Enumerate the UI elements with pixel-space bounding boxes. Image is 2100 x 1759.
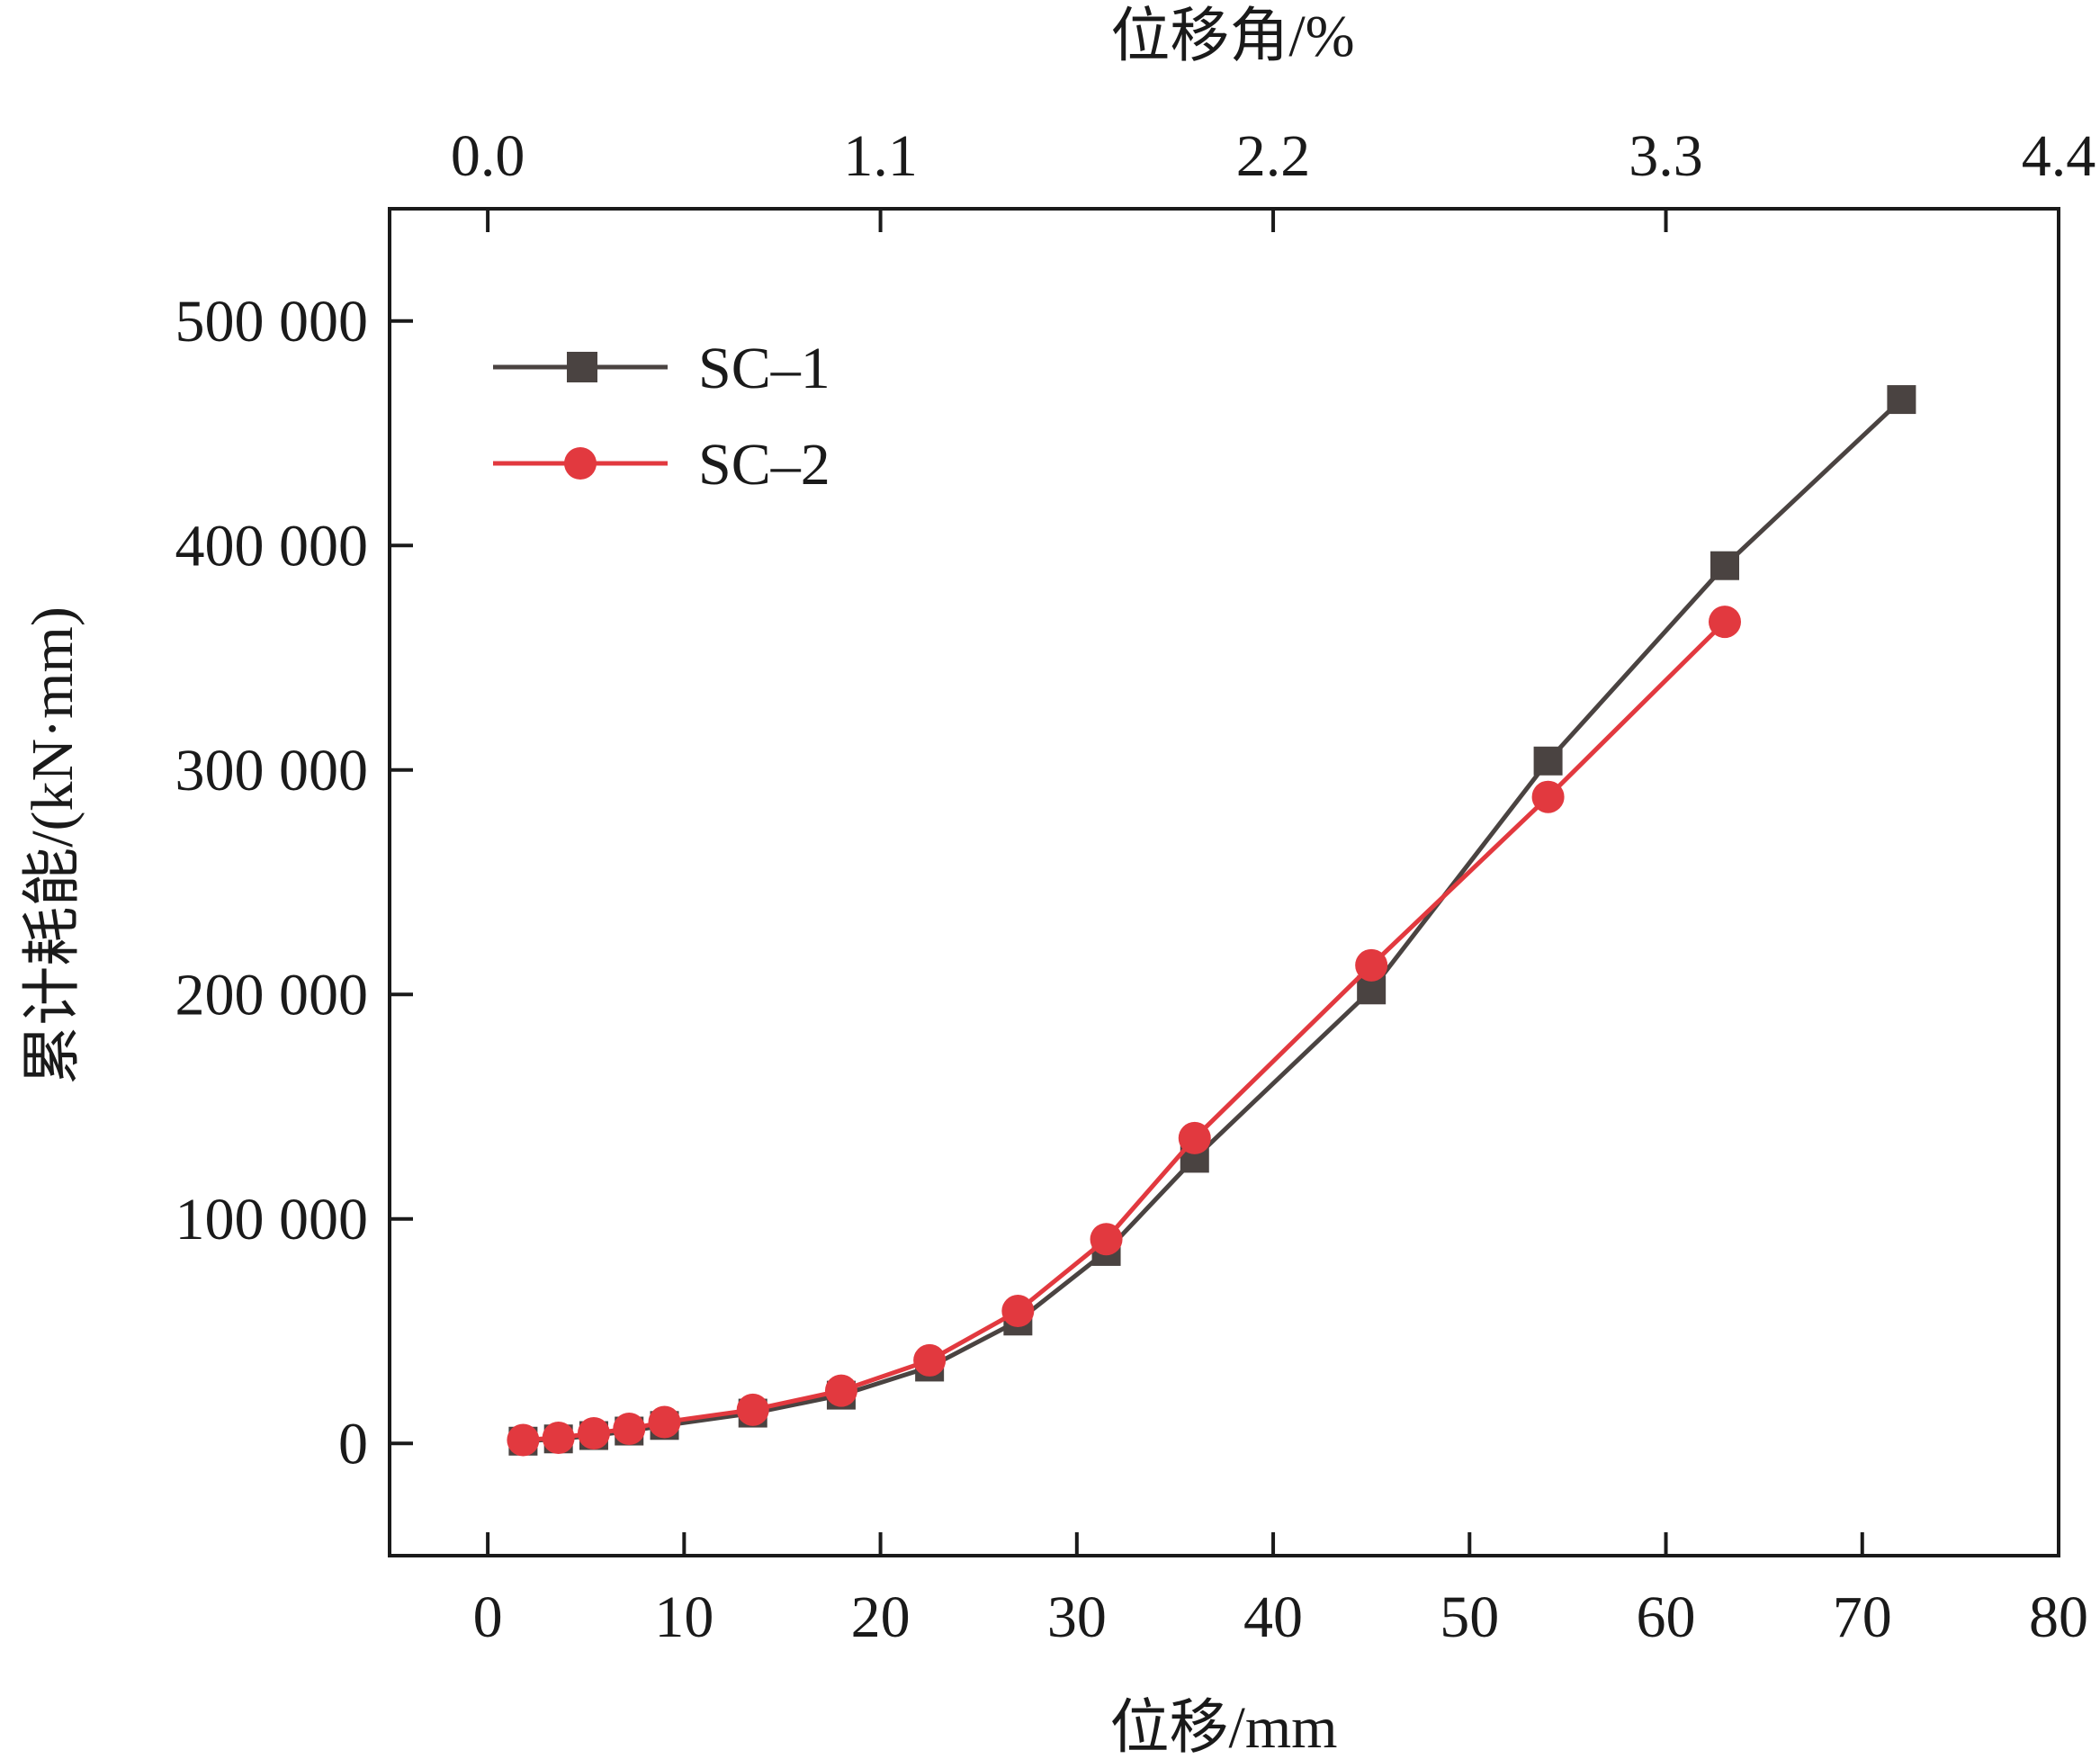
- data-point-sc1: [1887, 385, 1916, 415]
- y-tick-label: 300 000: [175, 738, 369, 803]
- data-point-sc2: [824, 1374, 857, 1407]
- x-tick-label: 40: [1243, 1584, 1303, 1650]
- x-tick-label: 20: [851, 1584, 911, 1650]
- y-tick-label: 0: [338, 1411, 368, 1476]
- data-point-sc1: [1533, 746, 1563, 776]
- x-tick-label: 0: [473, 1584, 503, 1650]
- axes-layer: 0 10 20 30 40 50 60 70 80 0.0 1.1 2.2 3.3 4.4 0 100 000…: [175, 123, 2096, 1650]
- legend-marker-sc1: [567, 352, 597, 382]
- x-tick-label: 60: [1637, 1584, 1696, 1650]
- series-line-sc2: [523, 620, 1727, 1443]
- data-point-sc2: [1355, 948, 1388, 982]
- y-tick-label: 500 000: [175, 289, 369, 354]
- x2-tick-label: 3.3: [1629, 123, 1703, 189]
- data-point-sc2: [1178, 1121, 1211, 1154]
- data-point-sc2: [507, 1423, 540, 1457]
- y-axis-title: 累计耗能/(kN·mm): [20, 606, 85, 1085]
- x-tick-label: 70: [1833, 1584, 1892, 1650]
- data-point-sc2: [542, 1422, 575, 1455]
- legend: SC–1 SC–2: [493, 336, 830, 498]
- x2-axis-title: 位移角/%: [1110, 4, 1354, 69]
- data-point-sc2: [1090, 1223, 1123, 1256]
- y-tick-label: 200 000: [175, 962, 369, 1028]
- data-point-sc2: [736, 1393, 769, 1426]
- data-point-sc2: [1001, 1295, 1035, 1328]
- series-line-sc1: [523, 398, 1904, 1444]
- data-point-sc2: [577, 1417, 610, 1450]
- data-point-sc2: [1709, 606, 1741, 639]
- data-point-sc2: [1531, 780, 1565, 813]
- x2-tick-label: 2.2: [1236, 123, 1311, 189]
- data-point-sc1: [1710, 551, 1739, 580]
- legend-label-sc2: SC–2: [698, 432, 830, 498]
- x-tick-label: 30: [1047, 1584, 1107, 1650]
- x-tick-label: 80: [2029, 1584, 2088, 1650]
- plot-frame: [388, 207, 2060, 1557]
- x2-tick-label: 4.4: [2022, 123, 2096, 189]
- x-tick-label: 50: [1440, 1584, 1499, 1650]
- y-tick-label: 400 000: [175, 513, 369, 579]
- x-axis-title: 位移/mm: [1109, 1695, 1337, 1759]
- x2-tick-label: 1.1: [843, 123, 918, 189]
- data-point-sc2: [613, 1413, 646, 1446]
- x-tick-label: 10: [654, 1584, 713, 1650]
- data-point-sc2: [913, 1343, 947, 1377]
- x2-tick-label: 0.0: [451, 123, 525, 189]
- y-tick-label: 100 000: [175, 1187, 369, 1252]
- data-point-sc2: [648, 1405, 681, 1439]
- legend-label-sc1: SC–1: [698, 336, 830, 401]
- series-layer: [507, 385, 1916, 1457]
- legend-marker-sc2: [564, 447, 597, 480]
